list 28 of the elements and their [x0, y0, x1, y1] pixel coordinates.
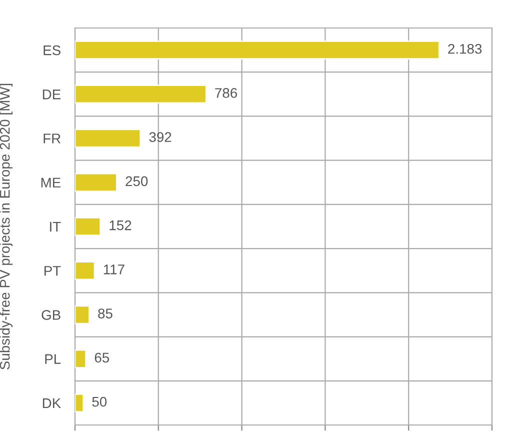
y-tick-label: FR [44, 134, 60, 144]
y-axis-title: Subsidy-free PV projects in Europe 2020 [MW] [0, 84, 12, 370]
bar [75, 84, 207, 104]
data-label: 786 [215, 88, 237, 98]
y-tick-label: ES [44, 45, 60, 56]
y-tick-label: DE [42, 90, 61, 100]
data-label: 152 [110, 220, 132, 230]
data-label: 85 [98, 308, 112, 318]
y-tick-label: PL [45, 354, 61, 364]
y-tick-label: PT [44, 266, 61, 276]
data-label: 117 [104, 264, 124, 274]
data-label: 50 [92, 396, 107, 407]
data-label: 250 [126, 176, 148, 186]
data-label: 2.183 [448, 44, 482, 54]
bar [75, 261, 96, 280]
data-label: 392 [149, 132, 172, 142]
bar [75, 40, 440, 60]
y-tick-label: ME [41, 178, 61, 188]
bar [75, 305, 90, 324]
bar [75, 393, 84, 412]
y-tick-label: IT [50, 222, 61, 232]
bar [75, 128, 142, 148]
bar [75, 172, 118, 192]
bar [75, 216, 102, 236]
bar [75, 349, 87, 368]
data-label: 65 [94, 352, 110, 363]
y-tick-label: DK [42, 398, 61, 408]
y-tick-label: GB [42, 310, 60, 320]
